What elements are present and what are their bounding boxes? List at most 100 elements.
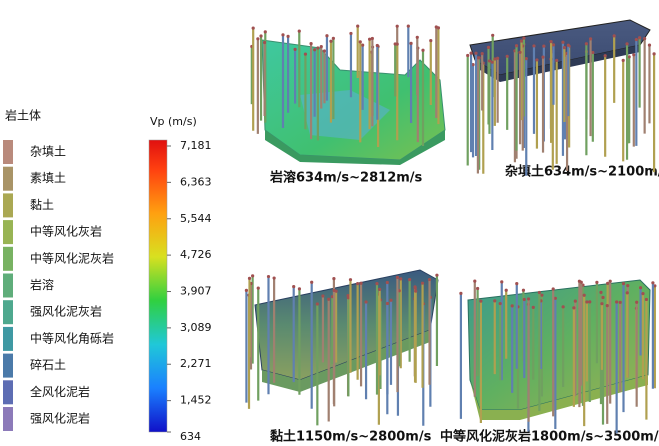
borehole-head <box>332 288 336 293</box>
borehole-head <box>385 280 389 285</box>
borehole-head <box>561 40 565 44</box>
borehole-head <box>375 43 379 48</box>
borehole-head <box>415 35 419 39</box>
borehole-head <box>514 44 519 48</box>
colorbar-title: Vp (m/s) <box>150 115 197 128</box>
legend-title: 岩土体 <box>5 108 41 123</box>
borehole-head <box>535 58 539 62</box>
legend-swatch <box>3 246 13 271</box>
borehole-head <box>626 284 630 288</box>
borehole-head <box>493 299 497 303</box>
borehole-head <box>582 293 586 297</box>
colorbar-tick-label: 1,452 <box>180 394 212 407</box>
borehole-head <box>361 43 365 47</box>
borehole-head <box>385 301 390 306</box>
borehole-head <box>515 282 519 286</box>
legend-swatch <box>3 300 13 325</box>
legend-label: 强风化泥灰岩 <box>30 304 102 319</box>
borehole-head <box>585 300 589 304</box>
borehole-head <box>601 295 605 300</box>
borehole-head <box>644 297 649 302</box>
borehole-head <box>389 298 393 302</box>
borehole-head <box>606 281 610 285</box>
borehole-head <box>263 30 267 34</box>
borehole-head <box>540 293 544 297</box>
borehole-head <box>600 302 604 306</box>
borehole-head <box>327 297 331 301</box>
borehole-head <box>555 58 559 62</box>
borehole-head <box>490 60 494 64</box>
borehole-head <box>409 41 413 45</box>
legend-swatch <box>3 140 13 164</box>
borehole-head <box>532 44 536 48</box>
borehole-head <box>605 304 609 308</box>
borehole-head <box>542 44 546 48</box>
borehole-head <box>281 33 285 37</box>
borehole-head <box>399 277 403 281</box>
legend-swatch <box>3 193 13 218</box>
borehole-head <box>638 286 643 290</box>
borehole-head <box>625 42 629 46</box>
borehole-head <box>393 42 397 46</box>
panel-caption: 岩溶634m/s~2812m/s <box>269 170 423 186</box>
borehole-head <box>251 274 255 278</box>
borehole-head <box>406 24 410 28</box>
borehole-head <box>627 55 631 59</box>
borehole-head <box>621 58 625 62</box>
borehole-head <box>588 300 592 304</box>
legend-label: 全风化泥岩 <box>30 384 90 399</box>
legend-label: 杂填土 <box>30 145 66 159</box>
borehole-head <box>319 45 323 49</box>
borehole-head <box>603 54 607 58</box>
borehole-head <box>427 277 432 282</box>
borehole-head <box>286 34 290 38</box>
borehole-head <box>562 46 566 50</box>
borehole-head <box>643 36 647 41</box>
borehole-head <box>315 302 319 306</box>
borehole-head <box>561 305 565 309</box>
legend-swatch <box>3 220 13 245</box>
borehole-head <box>349 31 353 36</box>
borehole-head <box>618 300 622 304</box>
legend-swatch <box>3 380 13 405</box>
borehole-head <box>641 292 645 296</box>
legend-label: 素填土 <box>30 171 66 185</box>
borehole-head <box>653 284 657 288</box>
borehole-head <box>297 287 302 291</box>
borehole-head <box>325 34 329 38</box>
borehole-head <box>303 52 308 56</box>
legend-swatch <box>3 407 13 431</box>
borehole-head <box>480 52 484 56</box>
borehole-head <box>244 288 249 292</box>
borehole-head <box>551 43 556 47</box>
borehole-head <box>471 63 475 67</box>
borehole-head <box>637 36 642 40</box>
borehole-head <box>496 56 500 60</box>
borehole-head <box>573 299 577 303</box>
borehole-head <box>612 34 616 38</box>
borehole-head <box>553 296 557 300</box>
borehole-head <box>321 294 325 298</box>
borehole-head <box>479 299 483 303</box>
borehole-head <box>595 280 599 284</box>
borehole-head <box>500 280 504 284</box>
borehole-head <box>429 38 433 43</box>
borehole-head <box>262 40 267 45</box>
legend-label: 黏土 <box>30 198 54 212</box>
borehole-head <box>408 277 412 282</box>
borehole-head <box>346 296 350 300</box>
panel-caption: 中等风化泥灰岩1800m/s~3500m/s <box>440 429 659 445</box>
borehole-head <box>652 52 656 56</box>
colorbar-tick-label: 5,544 <box>180 212 212 225</box>
borehole-head <box>331 36 335 40</box>
borehole-head <box>519 39 524 43</box>
legend-label: 碎石土 <box>30 357 66 372</box>
legend-swatch <box>3 353 13 378</box>
borehole-head <box>493 57 497 61</box>
legend-swatch <box>3 273 13 298</box>
borehole-head <box>395 24 399 28</box>
legend-label: 中等风化角砾岩 <box>30 330 114 345</box>
legend-label: 中等风化灰岩 <box>30 224 102 239</box>
legend-label: 强风化泥岩 <box>30 411 90 426</box>
